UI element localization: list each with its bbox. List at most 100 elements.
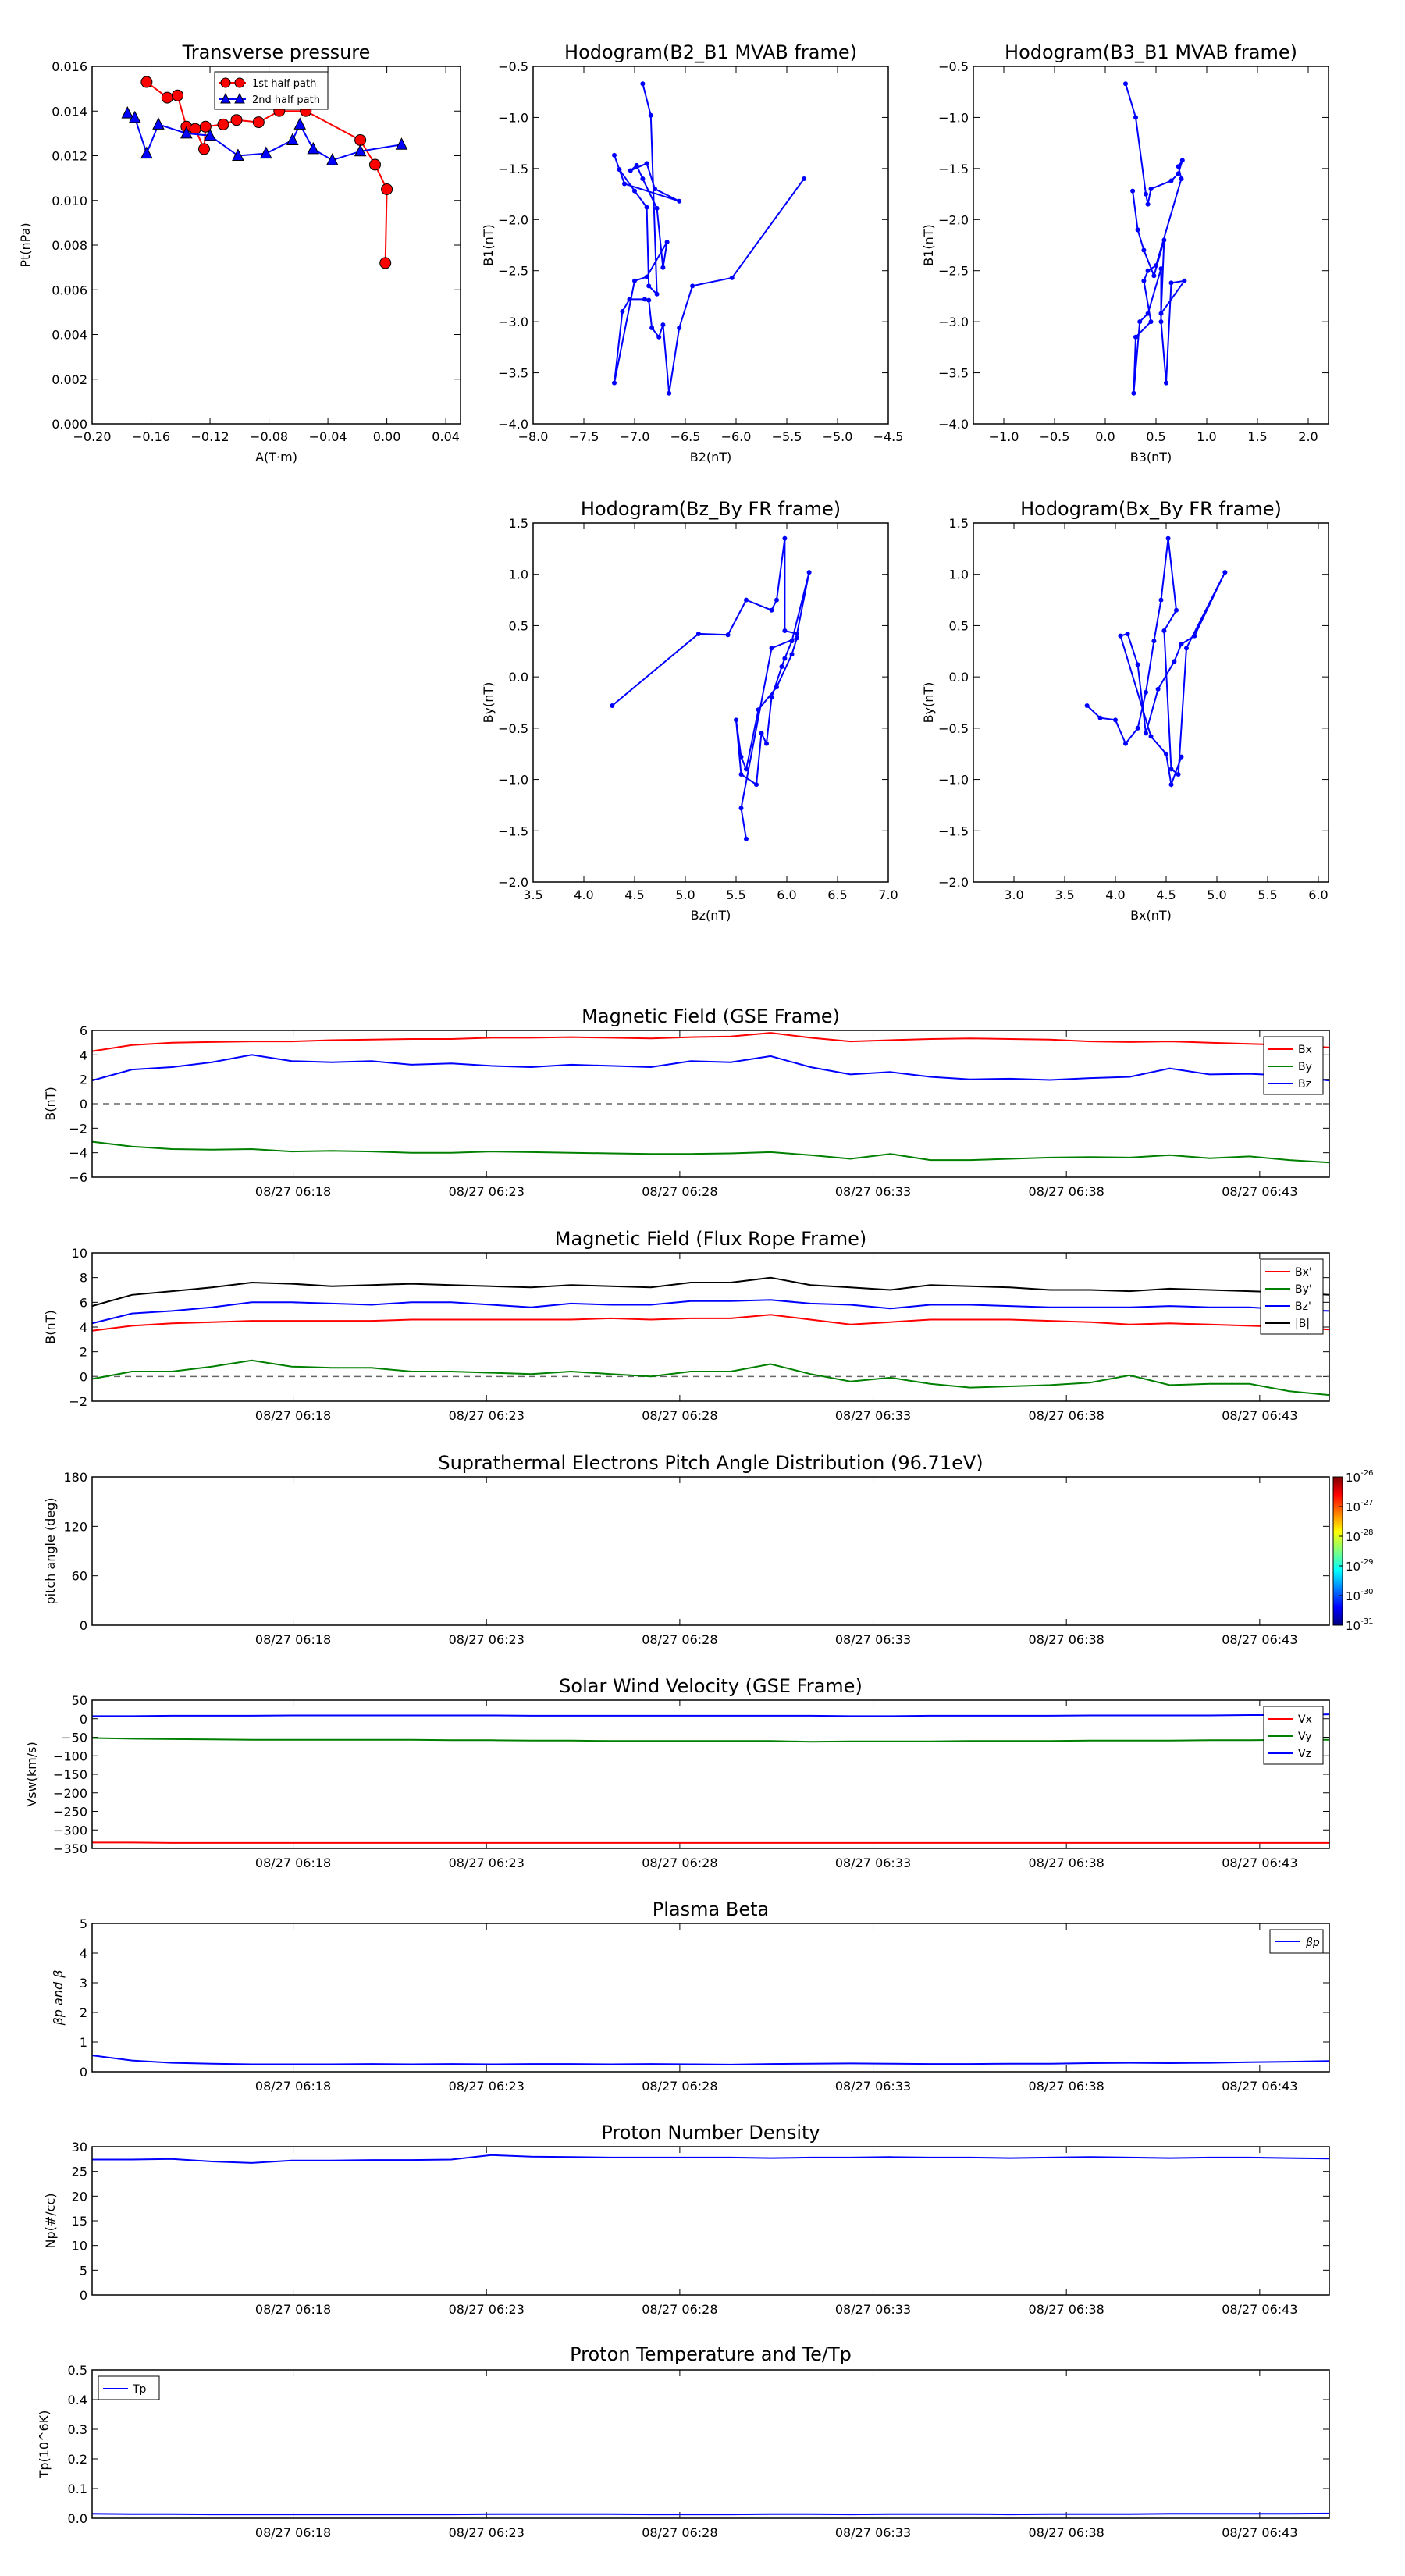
colorbar-label: 10-27 — [1346, 1499, 1373, 1514]
data-point — [734, 717, 738, 723]
x-tick-label: 08/27 06:38 — [1029, 1856, 1104, 1870]
series-line — [92, 1276, 1329, 1308]
y-tick-label: −200 — [53, 1786, 87, 1801]
y-tick-label: 60 — [72, 1569, 87, 1584]
panel-title: Hodogram(Bz_By FR frame) — [581, 498, 841, 520]
data-point — [1133, 115, 1138, 120]
y-tick-label: −2.0 — [498, 212, 528, 227]
x-tick-label: 08/27 06:23 — [449, 1856, 525, 1870]
panel-pad: Suprathermal Electrons Pitch Angle Distr… — [43, 1452, 1373, 1647]
data-point — [806, 570, 812, 575]
data-point — [664, 240, 670, 245]
data-point — [1145, 201, 1151, 207]
data-point — [381, 183, 393, 195]
x-tick-label: 08/27 06:18 — [255, 2079, 331, 2094]
x-tick-label: 3.0 — [1004, 888, 1023, 902]
data-point — [677, 198, 682, 204]
x-tick-label: 08/27 06:18 — [255, 2302, 331, 2317]
data-point — [1179, 642, 1184, 647]
y-tick-label: 10 — [72, 2239, 87, 2254]
x-tick-label: −5.0 — [823, 429, 853, 444]
data-point — [729, 275, 735, 280]
y-tick-label: −3.5 — [938, 366, 969, 381]
data-point — [1154, 263, 1158, 269]
series-line — [92, 1359, 1329, 1397]
y-tick-label: 0.0 — [949, 670, 969, 685]
data-point — [764, 741, 769, 746]
x-tick-label: 08/27 06:38 — [1029, 1408, 1104, 1423]
data-point — [1179, 754, 1184, 760]
x-tick-label: 5.5 — [726, 888, 745, 902]
legend-marker — [220, 92, 231, 104]
x-tick-label: −6.5 — [670, 429, 701, 444]
data-point — [695, 631, 701, 636]
data-point — [627, 297, 632, 302]
y-tick-label: 0.004 — [52, 328, 87, 343]
data-point — [1135, 662, 1140, 667]
x-tick-label: 08/27 06:28 — [642, 2525, 717, 2540]
plot-area — [1123, 81, 1187, 396]
y-tick-label: −300 — [53, 1823, 87, 1838]
x-tick-label: −7.5 — [569, 429, 599, 444]
x-tick-label: 6.0 — [777, 888, 796, 902]
series-line — [92, 1713, 1329, 1717]
x-tick-label: 3.5 — [523, 888, 542, 902]
colorbar — [1332, 1476, 1343, 1626]
y-axis-label: Pt(nPa) — [18, 222, 33, 267]
y-tick-label: 4 — [80, 1048, 87, 1062]
legend-label: Vx — [1298, 1713, 1312, 1726]
x-tick-label: 08/27 06:18 — [255, 1856, 331, 1870]
x-axis-label: Bz(nT) — [691, 908, 731, 923]
y-tick-label: 6 — [80, 1023, 87, 1038]
data-point — [632, 278, 637, 283]
data-point — [1222, 570, 1228, 575]
y-tick-label: 30 — [72, 2140, 87, 2154]
y-axis-label: Vsw(km/s) — [24, 1742, 39, 1806]
data-point — [769, 695, 774, 700]
panel-tp: 0.0 0.1 0.2 0.3 0.4 0.5 08/27 06:18 08/27 06:23… — [37, 2343, 1330, 2540]
data-point — [204, 128, 216, 141]
data-point — [259, 146, 272, 159]
y-tick-label: 1.5 — [949, 516, 969, 531]
y-tick-label: −1.5 — [498, 162, 528, 176]
data-point — [644, 274, 649, 279]
x-tick-label: −1.0 — [989, 429, 1019, 444]
y-tick-label: 2 — [80, 1073, 87, 1087]
panel-beta: Plasma Beta 0 1 2 3 4 5 08/27 06:18 08/27 06:23 0… — [51, 1898, 1330, 2094]
data-point — [1172, 659, 1177, 664]
y-tick-label: 120 — [63, 1519, 87, 1534]
x-tick-label: 08/27 06:38 — [1029, 2525, 1104, 2540]
y-tick-label: 1.0 — [949, 568, 969, 582]
data-point — [1161, 237, 1167, 243]
data-point — [1176, 772, 1181, 777]
panel-bgse: Magnetic Field (GSE Frame) −6 −4 −2 0 2 4 6 08/2… — [43, 1005, 1330, 1199]
panel-title: Hodogram(B2_B1 MVAB frame) — [564, 41, 857, 63]
x-tick-label: −0.08 — [250, 429, 288, 444]
y-tick-label: 20 — [72, 2189, 87, 2204]
y-tick-label: 0 — [80, 1618, 87, 1633]
plot-area — [92, 1032, 1329, 1164]
plot-area — [121, 76, 408, 269]
plot-frame — [91, 2369, 1330, 2519]
colorbar-label: 10-26 — [1346, 1469, 1373, 1485]
data-point — [754, 782, 759, 788]
x-tick-label: 08/27 06:38 — [1029, 2079, 1104, 2094]
plot-frame — [91, 1476, 1330, 1626]
y-tick-label: 0.3 — [68, 2422, 87, 2437]
x-tick-label: 5.0 — [675, 888, 695, 902]
x-tick-label: 1.0 — [1197, 429, 1216, 444]
x-axis-label: B3(nT) — [1130, 450, 1172, 464]
y-tick-label: −250 — [53, 1805, 87, 1820]
data-point — [1144, 191, 1148, 197]
x-tick-label: 5.5 — [1257, 888, 1277, 902]
x-tick-label: 08/27 06:28 — [642, 1184, 717, 1199]
data-point — [1141, 278, 1147, 283]
x-tick-label: 08/27 06:18 — [255, 1408, 331, 1423]
data-point — [217, 118, 229, 130]
data-point — [1125, 631, 1130, 636]
y-tick-label: −1.5 — [938, 824, 969, 838]
series-line — [611, 538, 810, 839]
data-point — [612, 380, 617, 386]
y-tick-label: 0 — [80, 2288, 87, 2303]
y-tick-label: 0.2 — [68, 2452, 87, 2467]
